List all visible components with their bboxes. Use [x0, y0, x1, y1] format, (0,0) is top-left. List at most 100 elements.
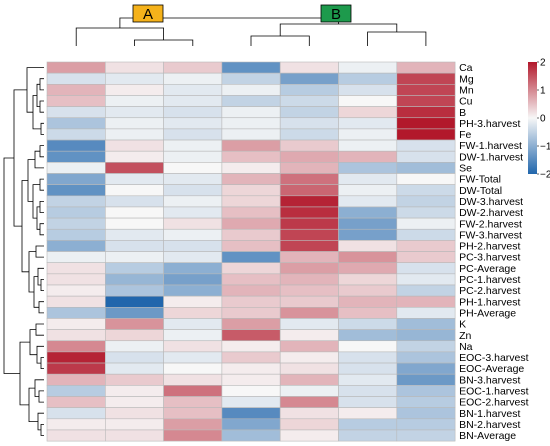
heatmap-cell — [396, 184, 456, 197]
dendrogram-branch — [39, 201, 44, 213]
dendrogram-branch — [40, 424, 44, 436]
heatmap-cell — [163, 351, 223, 364]
heatmap-cell — [279, 318, 339, 330]
dendrogram-branch — [28, 251, 36, 293]
heatmap-cell — [163, 217, 223, 230]
heatmap-cell — [396, 396, 456, 408]
heatmap-cell — [338, 128, 398, 141]
heatmap-cell — [279, 84, 339, 96]
heatmap-cell — [279, 139, 339, 152]
heatmap-cell — [279, 373, 339, 386]
heatmap-cell — [338, 396, 398, 408]
dendrogram-branch — [39, 223, 44, 236]
heatmap-cell — [221, 429, 281, 442]
heatmap-cell — [105, 306, 164, 319]
heatmap-cell — [221, 95, 281, 107]
heatmap-cell — [279, 351, 339, 364]
heatmap-cell — [396, 329, 456, 342]
heatmap-cell — [46, 217, 106, 230]
heatmap-cell — [46, 373, 106, 386]
heatmap-cell — [105, 72, 164, 85]
group-label-box — [320, 4, 352, 23]
heatmap-cell — [279, 117, 339, 130]
heatmap-cell — [338, 306, 398, 319]
heatmap-cell — [396, 351, 456, 364]
heatmap-cell — [163, 162, 223, 174]
heatmap-cell — [338, 340, 398, 353]
dendrogram-branch — [134, 39, 194, 46]
heatmap-cell — [338, 173, 398, 185]
heatmap-cell — [221, 295, 281, 308]
row-label: FW-1.harvest — [459, 140, 522, 152]
row-label: PC-3.harvest — [459, 252, 520, 264]
heatmap-cell — [221, 117, 281, 130]
heatmap-cell — [396, 173, 456, 185]
heatmap-cell — [163, 396, 223, 408]
heatmap-cell — [221, 206, 281, 219]
heatmap-cell — [279, 340, 339, 353]
heatmap-cell — [221, 373, 281, 386]
heatmap-cell — [105, 407, 164, 420]
heatmap-cell — [396, 206, 456, 219]
heatmap-cell — [221, 396, 281, 408]
color-legend: 2 1 0 −1 −2 — [528, 58, 550, 181]
dendrogram-branch — [367, 31, 427, 46]
heatmap-cell — [105, 128, 164, 141]
heatmap-cell — [338, 162, 398, 174]
heatmap-cell — [163, 429, 223, 442]
heatmap-cell — [46, 228, 106, 241]
dendrogram-branch — [19, 341, 30, 406]
dendrogram-branch — [279, 23, 398, 36]
heatmap-cell — [279, 429, 339, 442]
dendrogram-branch — [250, 35, 310, 46]
heatmap-cell — [221, 106, 281, 119]
heatmap-cell — [46, 306, 106, 319]
dendrogram-branch — [39, 178, 44, 191]
heatmap-cell — [279, 362, 339, 375]
color-legend-bar — [528, 62, 537, 174]
row-label: PH-1.harvest — [459, 296, 520, 308]
heatmap-cell — [338, 184, 398, 197]
heatmap-cell — [396, 195, 456, 208]
heatmap-cell — [163, 106, 223, 119]
heatmap-cell — [105, 139, 164, 152]
heatmap-cell — [221, 351, 281, 364]
heatmap-cell — [163, 240, 223, 252]
legend-tick-label: 1 — [540, 86, 546, 97]
heatmap-cell — [396, 273, 456, 286]
heatmap-cell — [338, 295, 398, 308]
row-label: Mn — [459, 85, 474, 97]
heatmap-cell — [396, 385, 456, 397]
heatmap-cell — [221, 150, 281, 163]
heatmap-cell — [338, 351, 398, 364]
group-label-box — [132, 4, 164, 23]
heatmap-cell — [221, 240, 281, 252]
heatmap-cell — [279, 95, 339, 107]
heatmap-cell — [163, 251, 223, 264]
heatmap-cell — [338, 195, 398, 208]
dendrogram-branch — [36, 83, 40, 107]
row-label: DW-3.harvest — [459, 196, 523, 208]
heatmap-cell — [338, 362, 398, 375]
heatmap-cell — [338, 429, 398, 442]
heatmap-cell — [396, 318, 456, 330]
heatmap-cell — [46, 106, 106, 119]
heatmap-cell — [105, 95, 164, 107]
heatmap-cell — [105, 117, 164, 130]
dendrogram-branch — [36, 345, 44, 364]
heatmap-cell — [46, 385, 106, 397]
heatmap-cell — [46, 150, 106, 163]
heatmap-cell — [396, 95, 456, 107]
heatmap-cell — [396, 139, 456, 152]
heatmap-cell — [338, 217, 398, 230]
heatmap-cell — [221, 418, 281, 431]
heatmap-cell — [46, 284, 106, 297]
row-label: FW-3.harvest — [459, 229, 522, 241]
heatmap-cell — [163, 318, 223, 330]
group-label: A — [143, 6, 153, 23]
row-label: DW-1.harvest — [459, 151, 523, 163]
row-label: FW-2.harvest — [459, 218, 522, 230]
heatmap-cell — [279, 128, 339, 141]
heatmap-cell — [46, 128, 106, 141]
heatmap-cell — [163, 329, 223, 342]
